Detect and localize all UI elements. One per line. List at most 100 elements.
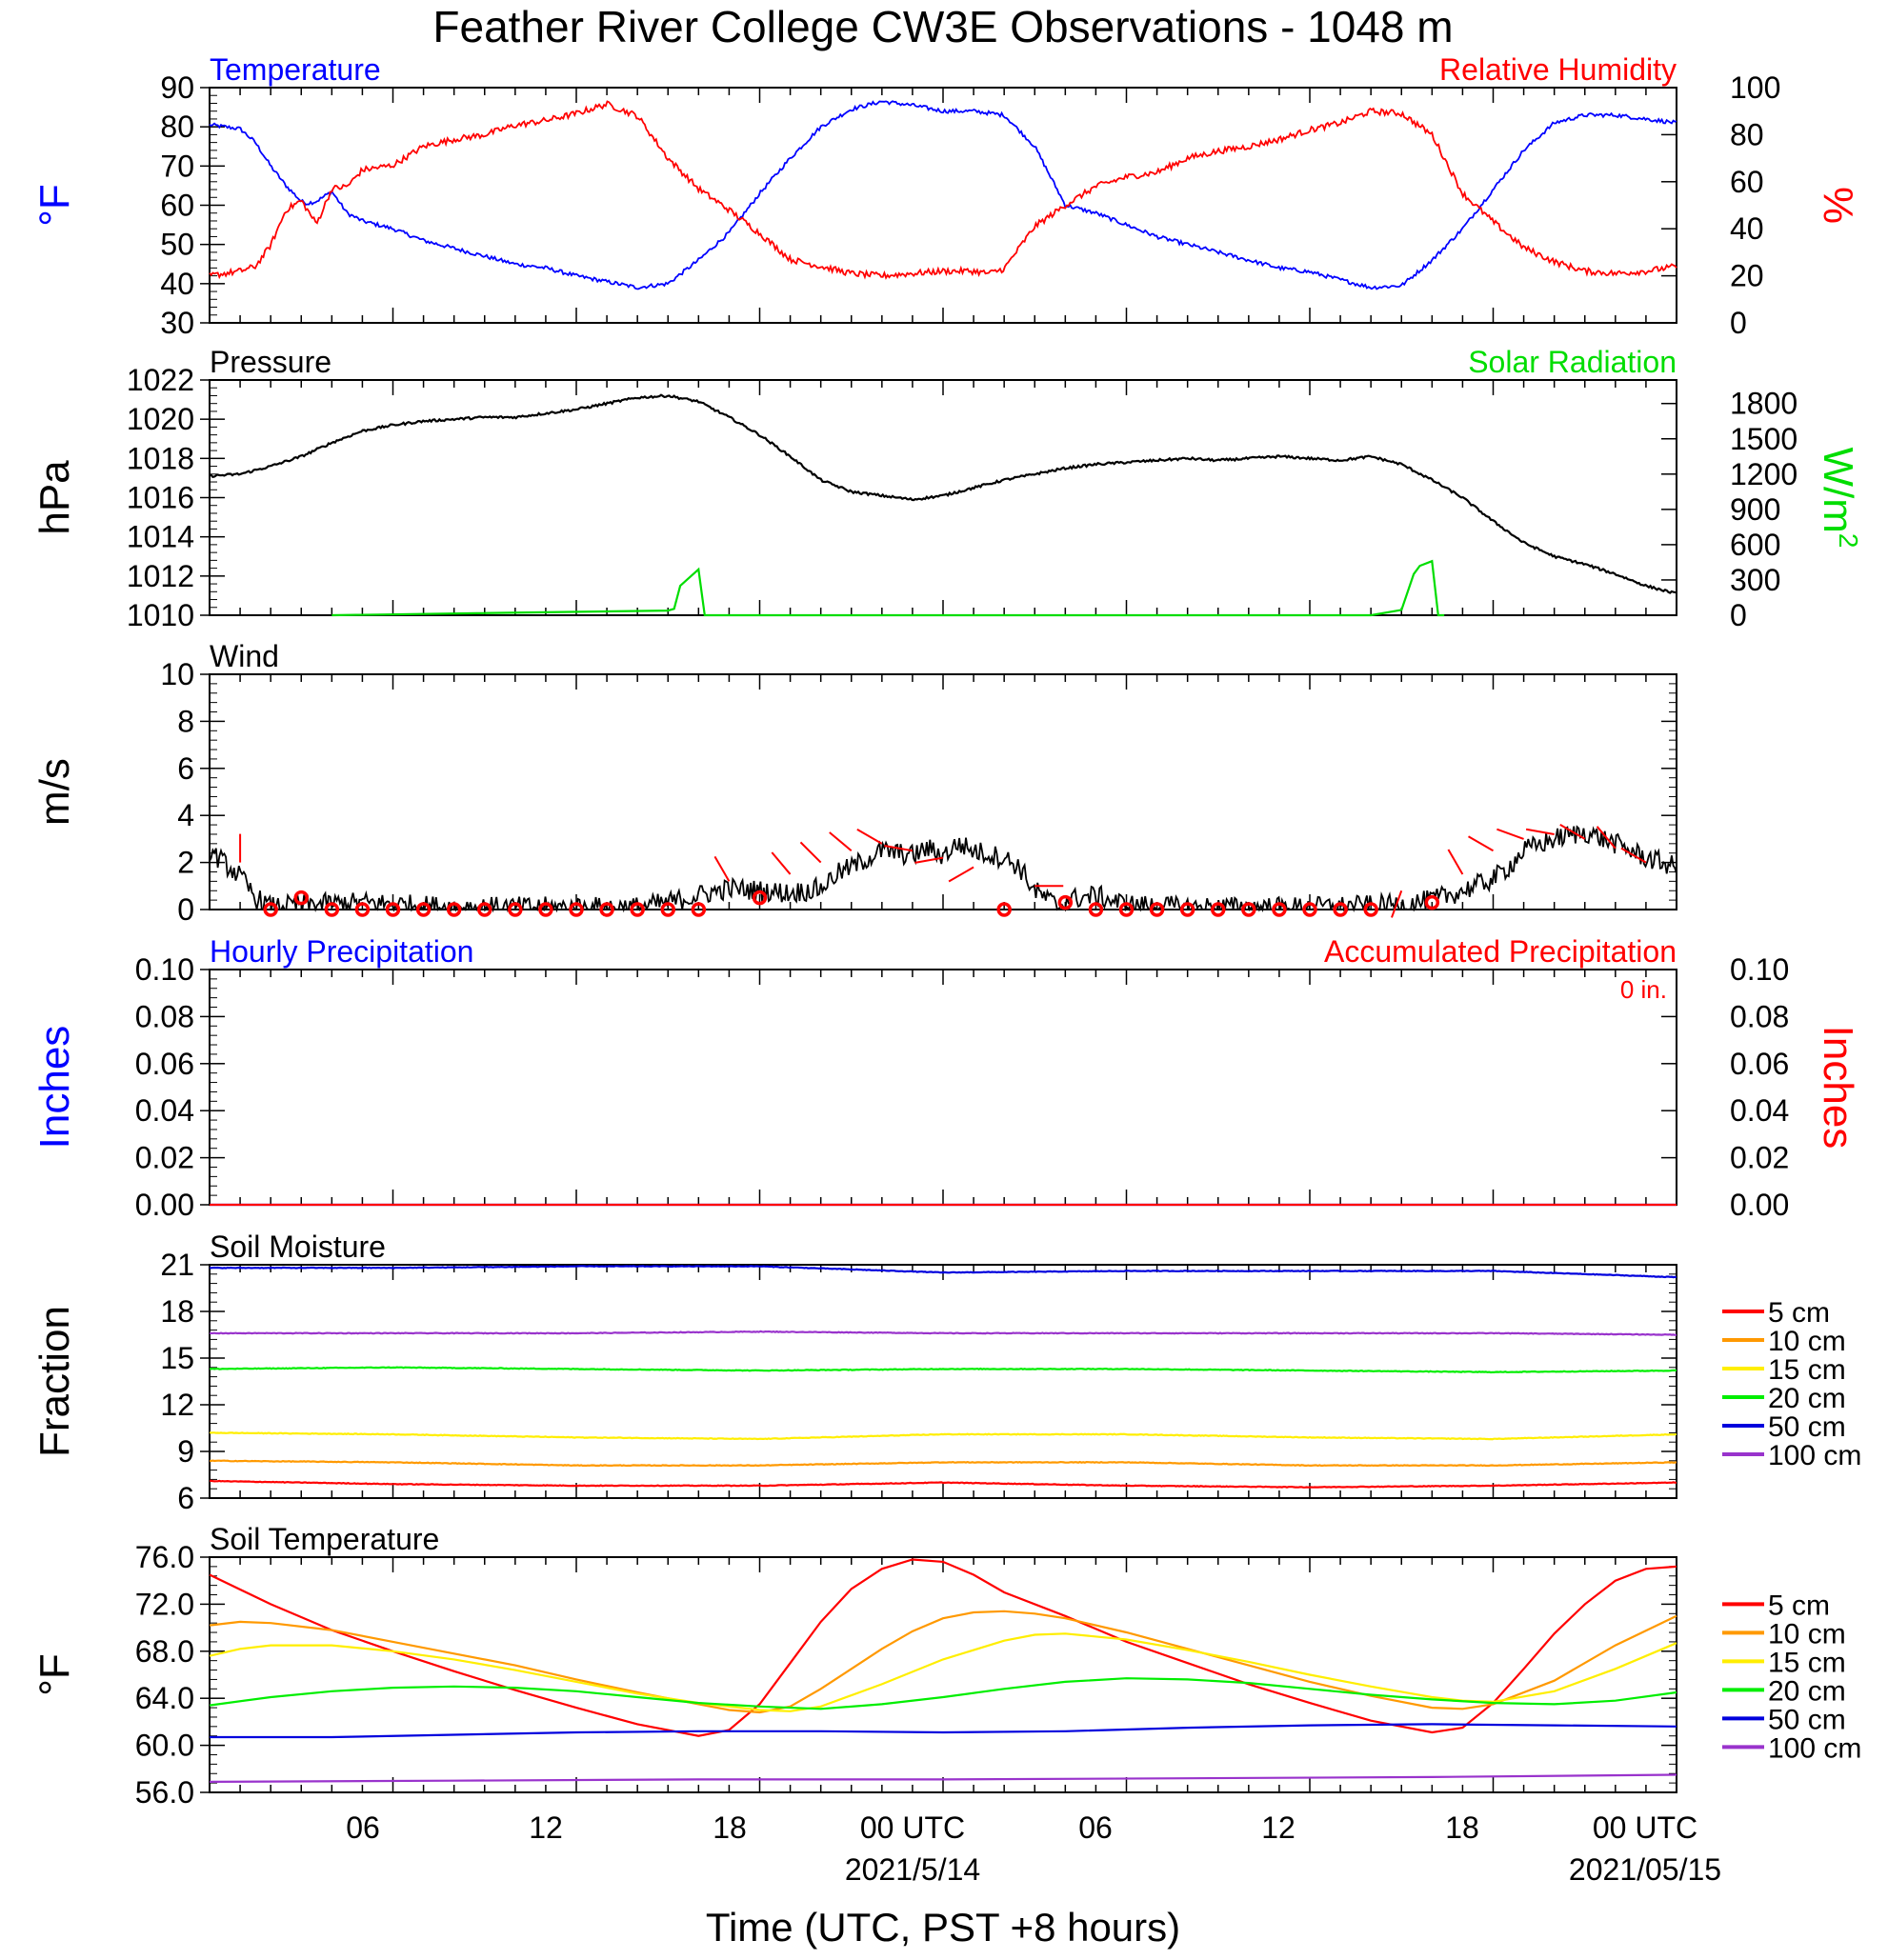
wind-barb-calm [354,902,371,917]
y-tick-label-right: 0.06 [1730,1047,1789,1081]
wind-barb-calm [263,902,278,917]
panel-title-right: Solar Radiation [1468,345,1677,379]
y-tick-label-right: 100 [1730,70,1780,105]
wind-barb-calm [385,902,401,917]
wind-barb-calm [1333,902,1348,917]
y-tick-label-right: 0.10 [1730,952,1789,987]
y-tick-label-left: 6 [177,751,194,786]
legend-label: 20 cm [1768,1383,1846,1414]
plot-frame [209,87,1677,324]
series-line-10-cm [210,1459,1677,1468]
figure-title: Feather River College CW3E Observations … [432,2,1453,51]
panel-precip: 0.00 0.02 0.04 0.06 0.08 0.10 0.00 0.02 0.04 0.06… [31,934,1861,1222]
y-tick-label-left: 0.06 [135,1047,194,1081]
y-tick-label-left: 68.0 [135,1634,194,1669]
wind-barb [829,831,853,852]
y-tick-label-left: 1010 [127,598,194,632]
wind-barb-calm [599,902,614,917]
wind-barb-calm [1088,902,1104,917]
legend-label: 50 cm [1768,1704,1846,1735]
wind-barb-calm [415,902,432,917]
wind-barb-calm [1211,902,1226,917]
y-tick-label-right: 0.08 [1730,999,1789,1033]
series-line-pressure [209,393,1677,594]
wind-barb [771,851,792,875]
series-line-5-cm [209,1558,1677,1737]
y-axis-title-left: hPa [31,460,78,535]
wind-barb [1468,835,1495,852]
series-line-10-cm [209,1610,1677,1714]
y-axis-title-left: m/s [31,758,78,826]
wind-barb-calm [569,902,584,917]
series-line-5-cm [209,1479,1677,1489]
y-tick-label-right: 0.02 [1730,1141,1789,1175]
y-tick-label-left: 10 [160,657,194,691]
x-tick-label: 06 [1078,1810,1113,1845]
series-line-20-cm [210,1366,1677,1374]
y-tick-label-right: 0.00 [1730,1188,1789,1222]
y-axis-title-left: °F [31,1653,78,1695]
y-tick-label-left: 1018 [127,441,194,475]
y-axis-title-right: % [1815,187,1861,224]
y-tick-label-right: 900 [1730,492,1780,527]
date-label: 2021/05/15 [1569,1852,1721,1887]
panel-title-left: Temperature [210,52,381,87]
y-tick-label-right: 80 [1730,117,1764,151]
y-axis-title-right: Inches [1815,1026,1861,1150]
legend-label: 15 cm [1768,1647,1846,1678]
y-tick-label-left: 30 [160,306,194,340]
panel-title-left: Soil Moisture [210,1230,386,1264]
y-tick-label-left: 0.10 [135,952,194,987]
wind-barb-calm [1272,902,1287,917]
y-tick-label-left: 50 [160,228,194,262]
y-tick-label-right: 0 [1730,598,1747,632]
y-tick-label-right: 1800 [1730,387,1798,421]
y-tick-label-left: 60 [160,189,194,223]
y-tick-label-left: 80 [160,110,194,144]
wind-barb [799,841,822,864]
series-line-20-cm [209,1677,1677,1710]
y-axis-title-right: W/m2 [1815,448,1863,549]
panel-title-left: Hourly Precipitation [210,934,473,969]
x-axis-labels: 06 12 18 00 UTC 06 12 18 00 UTC 2021/5/1… [346,1810,1721,1887]
y-tick-label-left: 2 [177,846,194,880]
legend-label: 10 cm [1768,1326,1846,1357]
wind-barb-calm [1302,902,1317,917]
y-axis-title-left: Fraction [31,1306,78,1457]
series-line-relative-humidity [209,100,1677,280]
y-tick-label-left: 72.0 [135,1587,194,1621]
panel-title-right: Relative Humidity [1439,52,1677,87]
wind-barb-calm [1057,894,1074,910]
wind-barb [1525,828,1555,835]
y-tick-label-left: 4 [177,798,194,832]
wind-barb [1391,890,1403,918]
wind-barb-calm [1149,902,1165,917]
y-tick-label-left: 0.04 [135,1093,194,1128]
series-line-100-cm [209,1330,1677,1336]
y-tick-label-left: 0 [177,892,194,927]
y-tick-label-left: 18 [160,1294,194,1329]
panel-title-left: Pressure [210,345,331,379]
wind-barb-calm [1179,902,1195,917]
wind-barb [1620,847,1647,864]
x-tick-label: 06 [346,1810,380,1845]
y-tick-label-left: 0.08 [135,999,194,1033]
y-tick-label-left: 1016 [127,481,194,515]
wind-barb-calm [1424,894,1440,910]
series-line-15-cm [209,1431,1677,1441]
series-line-100-cm [209,1773,1677,1783]
y-tick-label-right: 1200 [1730,457,1798,491]
wind-barb-calm [477,902,492,917]
y-tick-label-left: 56.0 [135,1775,194,1810]
wind-barb-calm [1363,902,1378,917]
y-tick-label-left: 60.0 [135,1729,194,1763]
y-tick-label-left: 12 [160,1388,194,1422]
legend-label: 50 cm [1768,1411,1846,1443]
wind-barb [856,828,883,845]
legend-label: 100 cm [1768,1732,1861,1764]
x-tick-label: 18 [713,1810,747,1845]
wind-barb [1596,826,1617,850]
y-tick-label-right: 600 [1730,528,1780,562]
wind-barb-calm [446,902,462,917]
